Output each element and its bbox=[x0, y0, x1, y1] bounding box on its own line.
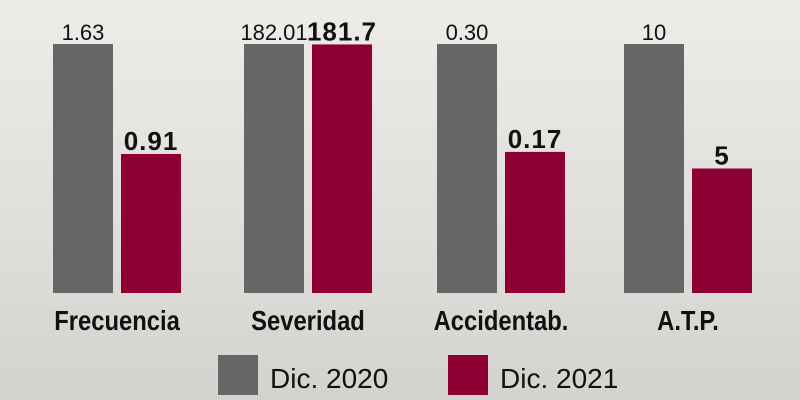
bar bbox=[624, 44, 684, 293]
value-label: 5 bbox=[714, 141, 729, 171]
value-label: 0.17 bbox=[508, 124, 563, 154]
category-label: Accidentab. bbox=[434, 304, 569, 336]
legend-label: Dic. 2021 bbox=[500, 363, 618, 394]
bar bbox=[53, 44, 113, 293]
category-label: Frecuencia bbox=[54, 304, 180, 336]
value-label: 10 bbox=[642, 20, 666, 45]
value-label: 1.63 bbox=[62, 20, 105, 45]
bar bbox=[692, 168, 752, 293]
value-label: 181.7 bbox=[307, 16, 377, 46]
bar bbox=[437, 44, 497, 293]
category-label: Severidad bbox=[251, 304, 365, 336]
value-label: 0.91 bbox=[124, 126, 179, 156]
value-label: 0.30 bbox=[446, 20, 489, 45]
bar bbox=[121, 153, 181, 293]
legend-swatch bbox=[448, 355, 488, 395]
bar bbox=[312, 44, 372, 293]
bar bbox=[505, 151, 565, 293]
legend-swatch bbox=[218, 355, 258, 395]
legend-label: Dic. 2020 bbox=[270, 363, 388, 394]
value-label: 182.01 bbox=[240, 20, 307, 45]
bar bbox=[244, 44, 304, 293]
category-label: A.T.P. bbox=[657, 304, 719, 336]
